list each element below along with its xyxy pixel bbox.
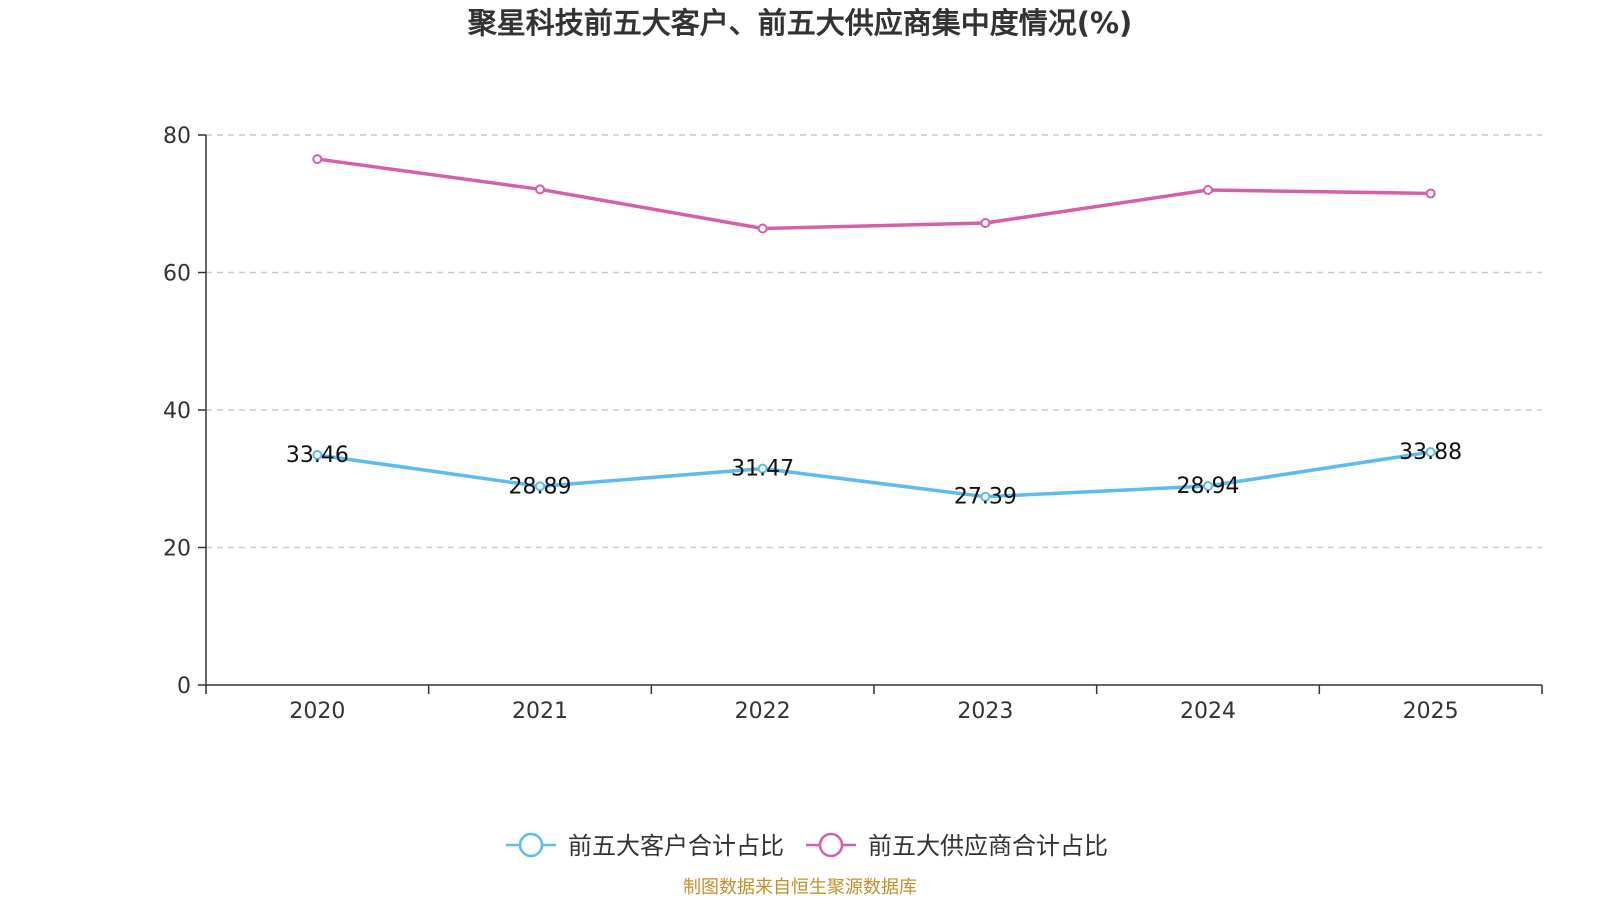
data-point[interactable] [312, 154, 323, 165]
data-point[interactable] [1203, 185, 1213, 195]
data-labels: 33.46 28.89 31.47 27.39 28.94 33.88 [286, 440, 1462, 510]
data-label: 33.88 [1399, 440, 1462, 465]
data-point[interactable] [1203, 481, 1213, 492]
y-tick-label: 0 [177, 674, 191, 699]
data-label: 28.89 [509, 474, 572, 499]
series-line-1 [317, 450, 1431, 499]
source-note: 制图数据来自恒生聚源数据库 [683, 877, 917, 898]
y-tick-label: 20 [163, 537, 191, 562]
data-point[interactable] [1425, 188, 1436, 199]
data-label: 28.94 [1177, 474, 1240, 499]
data-point[interactable] [757, 223, 768, 234]
data-label: 31.47 [731, 457, 794, 482]
legend-marker [518, 832, 544, 858]
x-tick-label: 2025 [1403, 699, 1459, 724]
y-tick-label: 40 [163, 399, 191, 424]
grid-lines [206, 134, 1542, 549]
data-point[interactable] [980, 218, 991, 228]
data-label: 33.46 [286, 443, 349, 468]
legend-item-1[interactable]: 前五大客户合计占比 [506, 832, 784, 860]
legend-item-2[interactable]: 前五大供应商合计占比 [806, 832, 1108, 860]
legend-label: 前五大供应商合计占比 [868, 832, 1108, 860]
x-tick-label: 2022 [735, 699, 791, 724]
x-tick-label: 2024 [1180, 699, 1236, 724]
x-tick-label: 2021 [512, 699, 568, 724]
legend[interactable]: 前五大客户合计占比 前五大供应商合计占比 [506, 832, 1108, 860]
data-point[interactable] [980, 491, 991, 502]
data-point[interactable] [757, 463, 768, 474]
axes: 0 20 40 60 80 2020 2021 2022 2023 2024 2025 [163, 124, 1543, 724]
legend-label: 前五大客户合计占比 [568, 832, 784, 860]
y-tick-label: 60 [163, 262, 191, 287]
legend-marker [818, 832, 844, 858]
data-point[interactable] [535, 481, 545, 492]
data-point[interactable] [1425, 447, 1436, 458]
x-tick-label: 2020 [289, 699, 345, 724]
x-tick-label: 2023 [957, 699, 1013, 724]
y-tick-label: 80 [163, 124, 191, 149]
chart-title: 聚星科技前五大客户、前五大供应商集中度情况(%) [467, 6, 1133, 40]
data-point[interactable] [312, 449, 323, 460]
data-label: 27.39 [954, 485, 1017, 510]
series-group [312, 154, 1436, 502]
data-point[interactable] [535, 184, 545, 195]
series-line-2 [317, 157, 1431, 231]
